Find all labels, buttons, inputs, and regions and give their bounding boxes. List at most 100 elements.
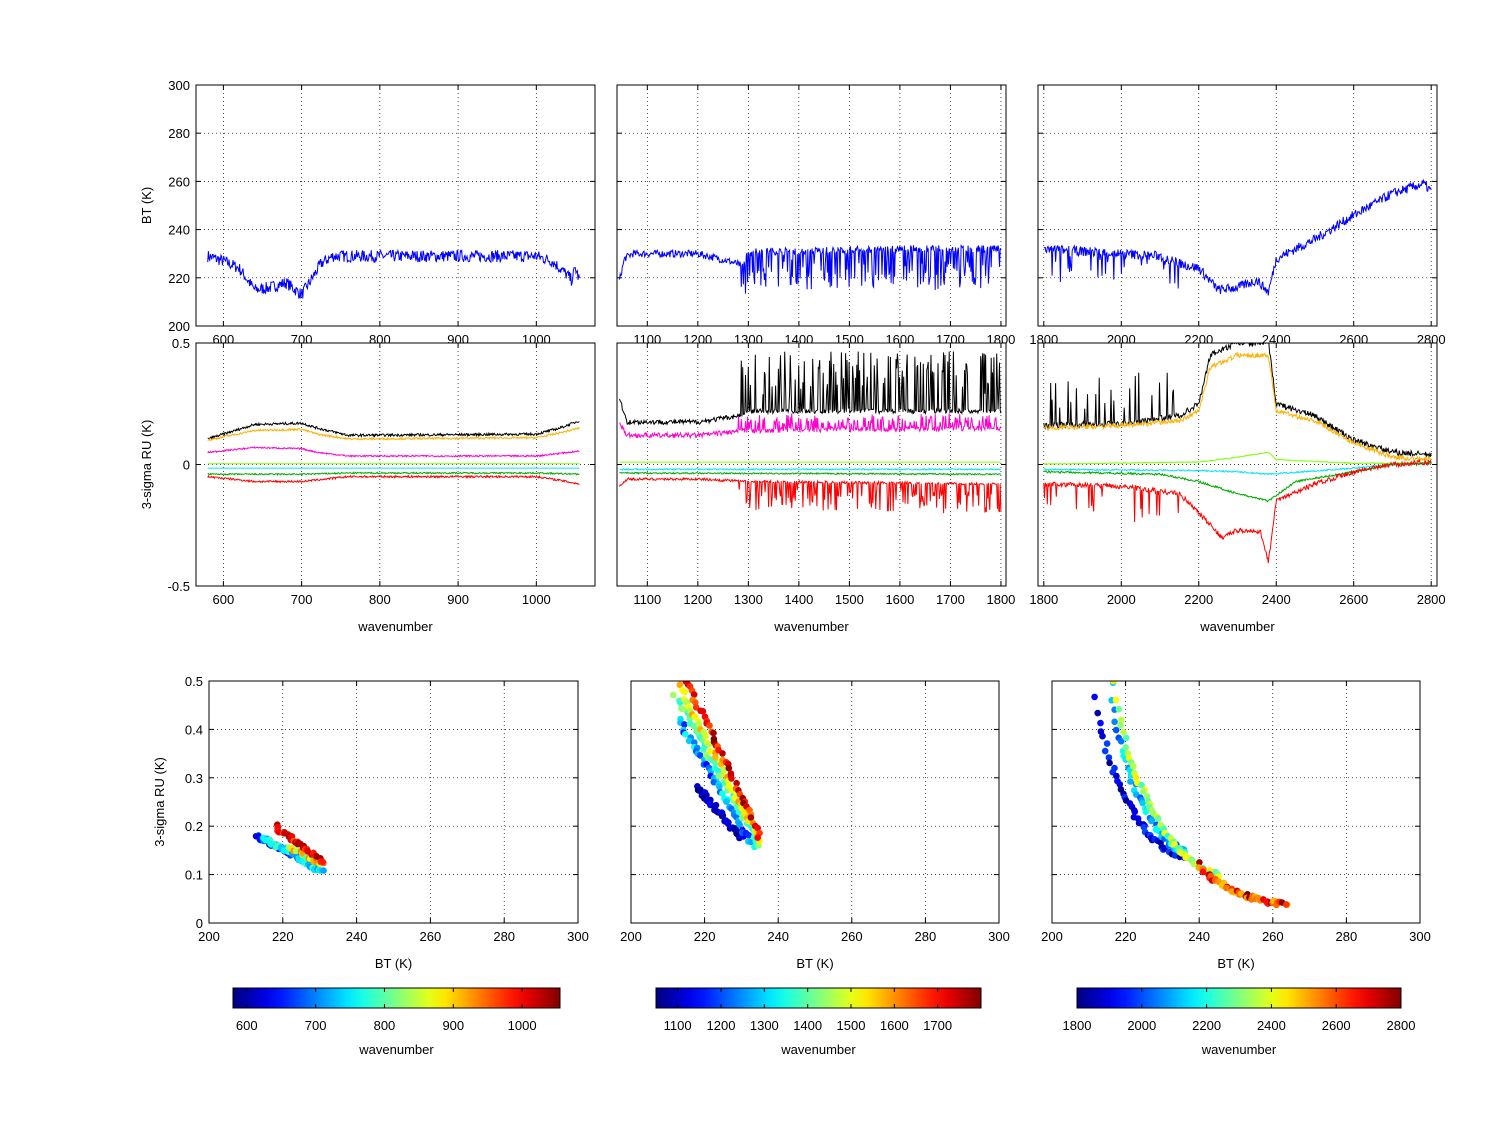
x-tick-label: 260 — [420, 929, 442, 944]
series-line-s2 — [1043, 351, 1432, 463]
scatter-point — [1148, 817, 1155, 825]
panel-ru2: 1100 1200 1300 1400 1500 1600 1700 1800 wavenumb… — [616, 342, 1015, 634]
scatter-point — [320, 867, 327, 874]
panel-ru-600-1050: 600 700 800 900 1000 -0.5 0 0.5 wavenumber 3-sigm… — [139, 336, 596, 634]
scatter-point — [1105, 754, 1113, 761]
scatter-point — [692, 704, 700, 711]
y-tick-label: 280 — [168, 126, 190, 141]
scatter-point — [1116, 781, 1124, 788]
colorbar-3: 1800 2000 2200 2400 2600 2800 wavenumber — [1063, 987, 1416, 1057]
scatter-point — [690, 691, 698, 698]
series-line-s3 — [1043, 451, 1432, 465]
scatter-point — [319, 858, 326, 865]
scatter-point — [1115, 705, 1123, 713]
scatter-point — [1118, 716, 1125, 724]
scatter-point — [714, 767, 722, 775]
plot-area — [670, 681, 763, 851]
x-tick-label: 1700 — [936, 592, 965, 607]
plot-area — [1043, 343, 1432, 564]
plot-area — [207, 248, 580, 299]
x-tick-label: 1200 — [683, 592, 712, 607]
plot-frame — [195, 84, 596, 327]
y-tick-label: 0.2 — [185, 819, 203, 834]
series-line-s6 — [619, 476, 1002, 514]
y-tick-label: 200 — [168, 319, 190, 334]
panel-bt2: 1100 1200 1300 1400 1500 1600 1700 1800 — [616, 84, 1015, 347]
series-line-s1 — [1043, 343, 1432, 458]
scatter-point — [1131, 808, 1139, 816]
y-tick-label: 240 — [168, 223, 190, 238]
x-tick-label: 300 — [567, 929, 589, 944]
scatter-point — [1196, 859, 1203, 866]
y-tick-label: 0 — [196, 916, 203, 931]
scatter-point — [733, 779, 740, 787]
colorbar-tick-label: 1700 — [923, 1018, 952, 1033]
scatter-point — [1094, 709, 1101, 717]
x-tick-label: 1400 — [784, 592, 813, 607]
plot-frame — [616, 84, 1007, 327]
series-line-s5 — [1043, 461, 1432, 503]
scatter-point — [670, 691, 677, 699]
colorbar-gradient — [1076, 987, 1402, 1009]
scatter-point — [1199, 868, 1207, 876]
scatter-point — [713, 808, 720, 815]
panel-ru3: 1800 2000 2200 2400 2600 2800 wavenumber — [1029, 342, 1446, 634]
x-tick-label: 200 — [620, 929, 642, 944]
cbar-cb1: 600 700 800 900 1000 wavenumber — [232, 987, 561, 1057]
x-tick-label: 1100 — [633, 592, 661, 607]
scatter-point — [1112, 726, 1120, 734]
x-tick-label: 2200 — [1184, 592, 1213, 607]
colorbar-gradient — [655, 987, 982, 1009]
cbar-cb3: 1800 2000 2200 2400 2600 2800 wavenumber — [1063, 987, 1416, 1057]
x-tick-label: 240 — [767, 929, 789, 944]
colorbar-tick-label: 700 — [305, 1018, 327, 1033]
panel-ru1: 600 700 800 900 1000 -0.5 0 0.5 wavenumber 3-sigm… — [139, 336, 596, 634]
colorbar-tick-label: 2800 — [1387, 1018, 1416, 1033]
colorbar-tick-label: 1800 — [1063, 1018, 1092, 1033]
scatter-point — [716, 783, 723, 791]
x-tick-label: 2400 — [1262, 592, 1291, 607]
x-tick-label: 900 — [447, 592, 469, 607]
scatter-point — [1139, 788, 1147, 795]
colorbar-tick-label: 1600 — [880, 1018, 909, 1033]
scatter-point — [706, 722, 713, 729]
scatter-point — [1099, 732, 1106, 740]
panel-bt3: 1800 2000 2200 2400 2600 2800 — [1029, 84, 1446, 347]
y-tick-label: -0.5 — [168, 579, 190, 594]
x-tick-label: 240 — [1188, 929, 1210, 944]
x-tick-label: 2600 — [1339, 592, 1368, 607]
x-axis-label: wavenumber — [1199, 619, 1275, 634]
x-tick-label: 2800 — [1417, 592, 1446, 607]
scatter-point — [725, 764, 733, 772]
x-axis-label: wavenumber — [357, 619, 433, 634]
y-tick-label: 0.5 — [172, 336, 190, 351]
series-line-s4 — [619, 467, 1002, 472]
panel-scatter-1: 200 220 240 260 280 300 0 0.1 0.2 0.3 0.4 0.5 BT (K)… — [152, 674, 589, 971]
x-tick-label: 1300 — [734, 592, 763, 607]
x-axis-label: BT (K) — [796, 956, 833, 971]
colorbar-1: 600 700 800 900 1000 wavenumber — [232, 987, 561, 1057]
scatter-point — [745, 832, 753, 839]
scatter-point — [1154, 815, 1162, 822]
scatter-point — [692, 699, 699, 706]
y-tick-label: 300 — [168, 78, 190, 93]
panel-scatter-3: 200 220 240 260 280 300 BT (K) — [1041, 680, 1431, 971]
plot-frame — [1037, 84, 1438, 327]
scatter-point — [1120, 728, 1127, 736]
colorbar-tick-label: 2200 — [1192, 1018, 1221, 1033]
series-line-s6 — [207, 471, 580, 476]
series-line-s5 — [619, 471, 1001, 476]
x-tick-label: 600 — [213, 592, 235, 607]
x-tick-label: 220 — [1115, 929, 1137, 944]
scatter-point — [1283, 901, 1290, 908]
colorbar-tick-label: 1400 — [793, 1018, 822, 1033]
panel-ru-1050-1800: 1100 1200 1300 1400 1500 1600 1700 1800 wavenumb… — [616, 342, 1015, 634]
plot-frame — [1037, 342, 1438, 587]
plot-area — [619, 351, 1002, 514]
x-tick-label: 300 — [988, 929, 1010, 944]
colorbar-tick-label: 2400 — [1257, 1018, 1286, 1033]
series-line-s4 — [1043, 461, 1432, 476]
x-axis-label: BT (K) — [1217, 956, 1254, 971]
